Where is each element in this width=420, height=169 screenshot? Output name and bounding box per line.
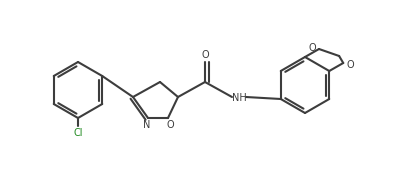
Text: N: N	[143, 120, 151, 130]
Text: O: O	[201, 50, 209, 60]
Text: O: O	[346, 60, 354, 70]
Text: Cl: Cl	[73, 128, 83, 138]
Text: O: O	[308, 43, 316, 53]
Text: NH: NH	[232, 93, 247, 103]
Text: O: O	[166, 120, 174, 130]
